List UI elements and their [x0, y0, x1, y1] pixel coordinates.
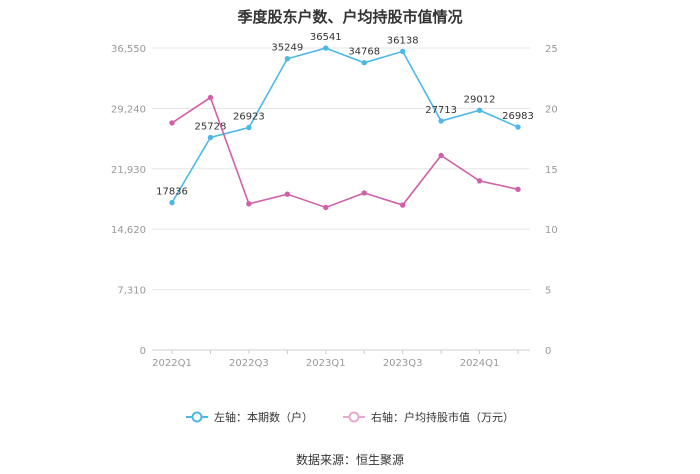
legend-item-households[interactable]: 左轴：本期数（户）: [186, 409, 313, 425]
data-label: 34768: [348, 47, 380, 58]
data-point-avg-value: [246, 201, 252, 207]
data-point-households: [476, 107, 483, 113]
right-tick-label: 25: [545, 44, 558, 55]
data-label: 25728: [195, 121, 227, 132]
x-tick-label: 2024Q1: [460, 358, 500, 369]
x-tick-label: 2022Q3: [229, 358, 269, 369]
data-label: 26923: [233, 112, 265, 123]
data-point-households: [438, 118, 444, 124]
x-axis: 2022Q1 2022Q3 2023Q1 2023Q3 2024Q1: [152, 350, 519, 369]
data-source: 数据来源：恒生聚源: [295, 453, 404, 467]
data-label: 36138: [387, 35, 419, 46]
data-point-avg-value: [284, 191, 291, 197]
x-tick-label: 2023Q1: [306, 358, 346, 369]
legend-label-avg-value: 右轴：户均持股市值（万元）: [371, 411, 514, 424]
x-tick-label: 2022Q1: [152, 358, 192, 369]
data-point-households: [169, 199, 175, 206]
legend: 左轴：本期数（户） 右轴：户均持股市值（万元）: [0, 409, 700, 425]
left-tick-label: 21,930: [111, 165, 146, 176]
data-point-avg-value: [323, 204, 329, 211]
left-tick-label: 7,310: [117, 286, 146, 297]
data-point-households: [323, 45, 329, 51]
legend-item-avg-value[interactable]: 右轴：户均持股市值（万元）: [343, 409, 514, 425]
left-axis: 0 7,310 14,620 21,930 29,240 36,550: [111, 44, 146, 357]
data-point-households: [246, 124, 252, 131]
legend-swatch-avg-value: [343, 411, 365, 423]
left-tick-label: 14,620: [111, 225, 146, 236]
data-point-avg-value: [399, 202, 406, 208]
data-point-households: [361, 60, 367, 66]
data-label: 26983: [502, 111, 534, 122]
data-label: 35249: [271, 43, 303, 54]
data-point-avg-value: [476, 178, 483, 184]
right-tick-label: 5: [545, 286, 551, 297]
right-tick-label: 10: [545, 225, 558, 236]
data-point-avg-value: [207, 94, 214, 101]
data-point-avg-value: [169, 120, 175, 126]
data-label: 36541: [310, 32, 342, 43]
series: 17836 25728 26923 35249 36541 34768 36138 27713…: [156, 32, 534, 211]
right-axis: 0 5 10 15 20 25: [545, 44, 558, 357]
left-tick-label: 0: [140, 346, 146, 357]
series-line-avg-value: [171, 96, 519, 209]
data-label: 29012: [464, 94, 496, 105]
data-point-households: [515, 124, 521, 130]
chart-title: 季度股东户数、户均持股市值情况: [237, 8, 463, 26]
data-point-avg-value: [515, 186, 521, 193]
right-tick-label: 15: [545, 165, 558, 176]
data-point-households: [207, 134, 214, 141]
data-point-households: [284, 56, 291, 62]
data-point-households: [399, 48, 406, 55]
left-tick-label: 36,550: [111, 44, 146, 55]
grid: [152, 47, 530, 351]
right-tick-label: 0: [545, 346, 551, 357]
series-line-households: [171, 47, 519, 204]
data-point-avg-value: [438, 152, 444, 159]
legend-swatch-households: [186, 411, 208, 423]
data-label: 17836: [156, 187, 188, 198]
data-label: 27713: [425, 105, 457, 116]
x-tick-label: 2023Q3: [383, 358, 423, 369]
data-point-avg-value: [361, 190, 367, 196]
left-tick-label: 29,240: [111, 104, 146, 115]
right-tick-label: 20: [545, 104, 558, 115]
legend-label-households: 左轴：本期数（户）: [214, 411, 313, 424]
